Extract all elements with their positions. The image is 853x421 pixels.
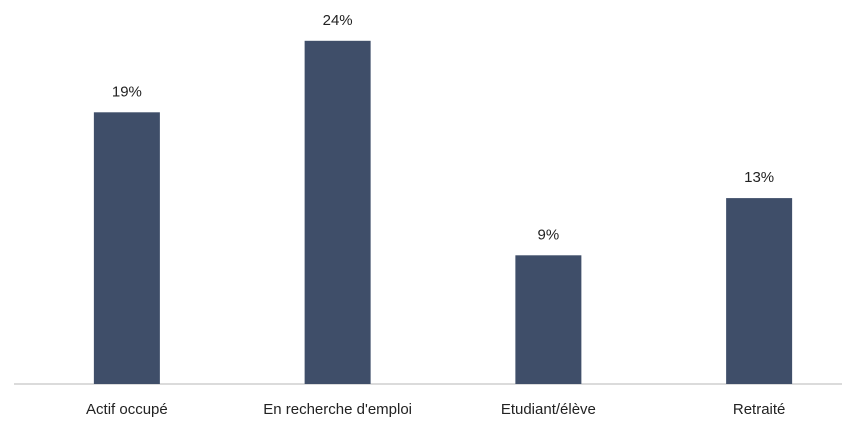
bar [515,255,582,384]
x-tick-label: Etudiant/élève [501,401,596,418]
value-label: 19% [112,83,142,100]
x-tick-label: Actif occupé [86,401,168,418]
value-label: 24% [323,12,353,29]
bar [304,40,371,385]
value-label: 9% [538,226,560,243]
value-label: 13% [744,169,774,186]
x-tick-label: Retraité [733,401,786,418]
x-tick-label: En recherche d'emploi [263,401,412,418]
bar [726,198,793,384]
bar [93,112,160,385]
